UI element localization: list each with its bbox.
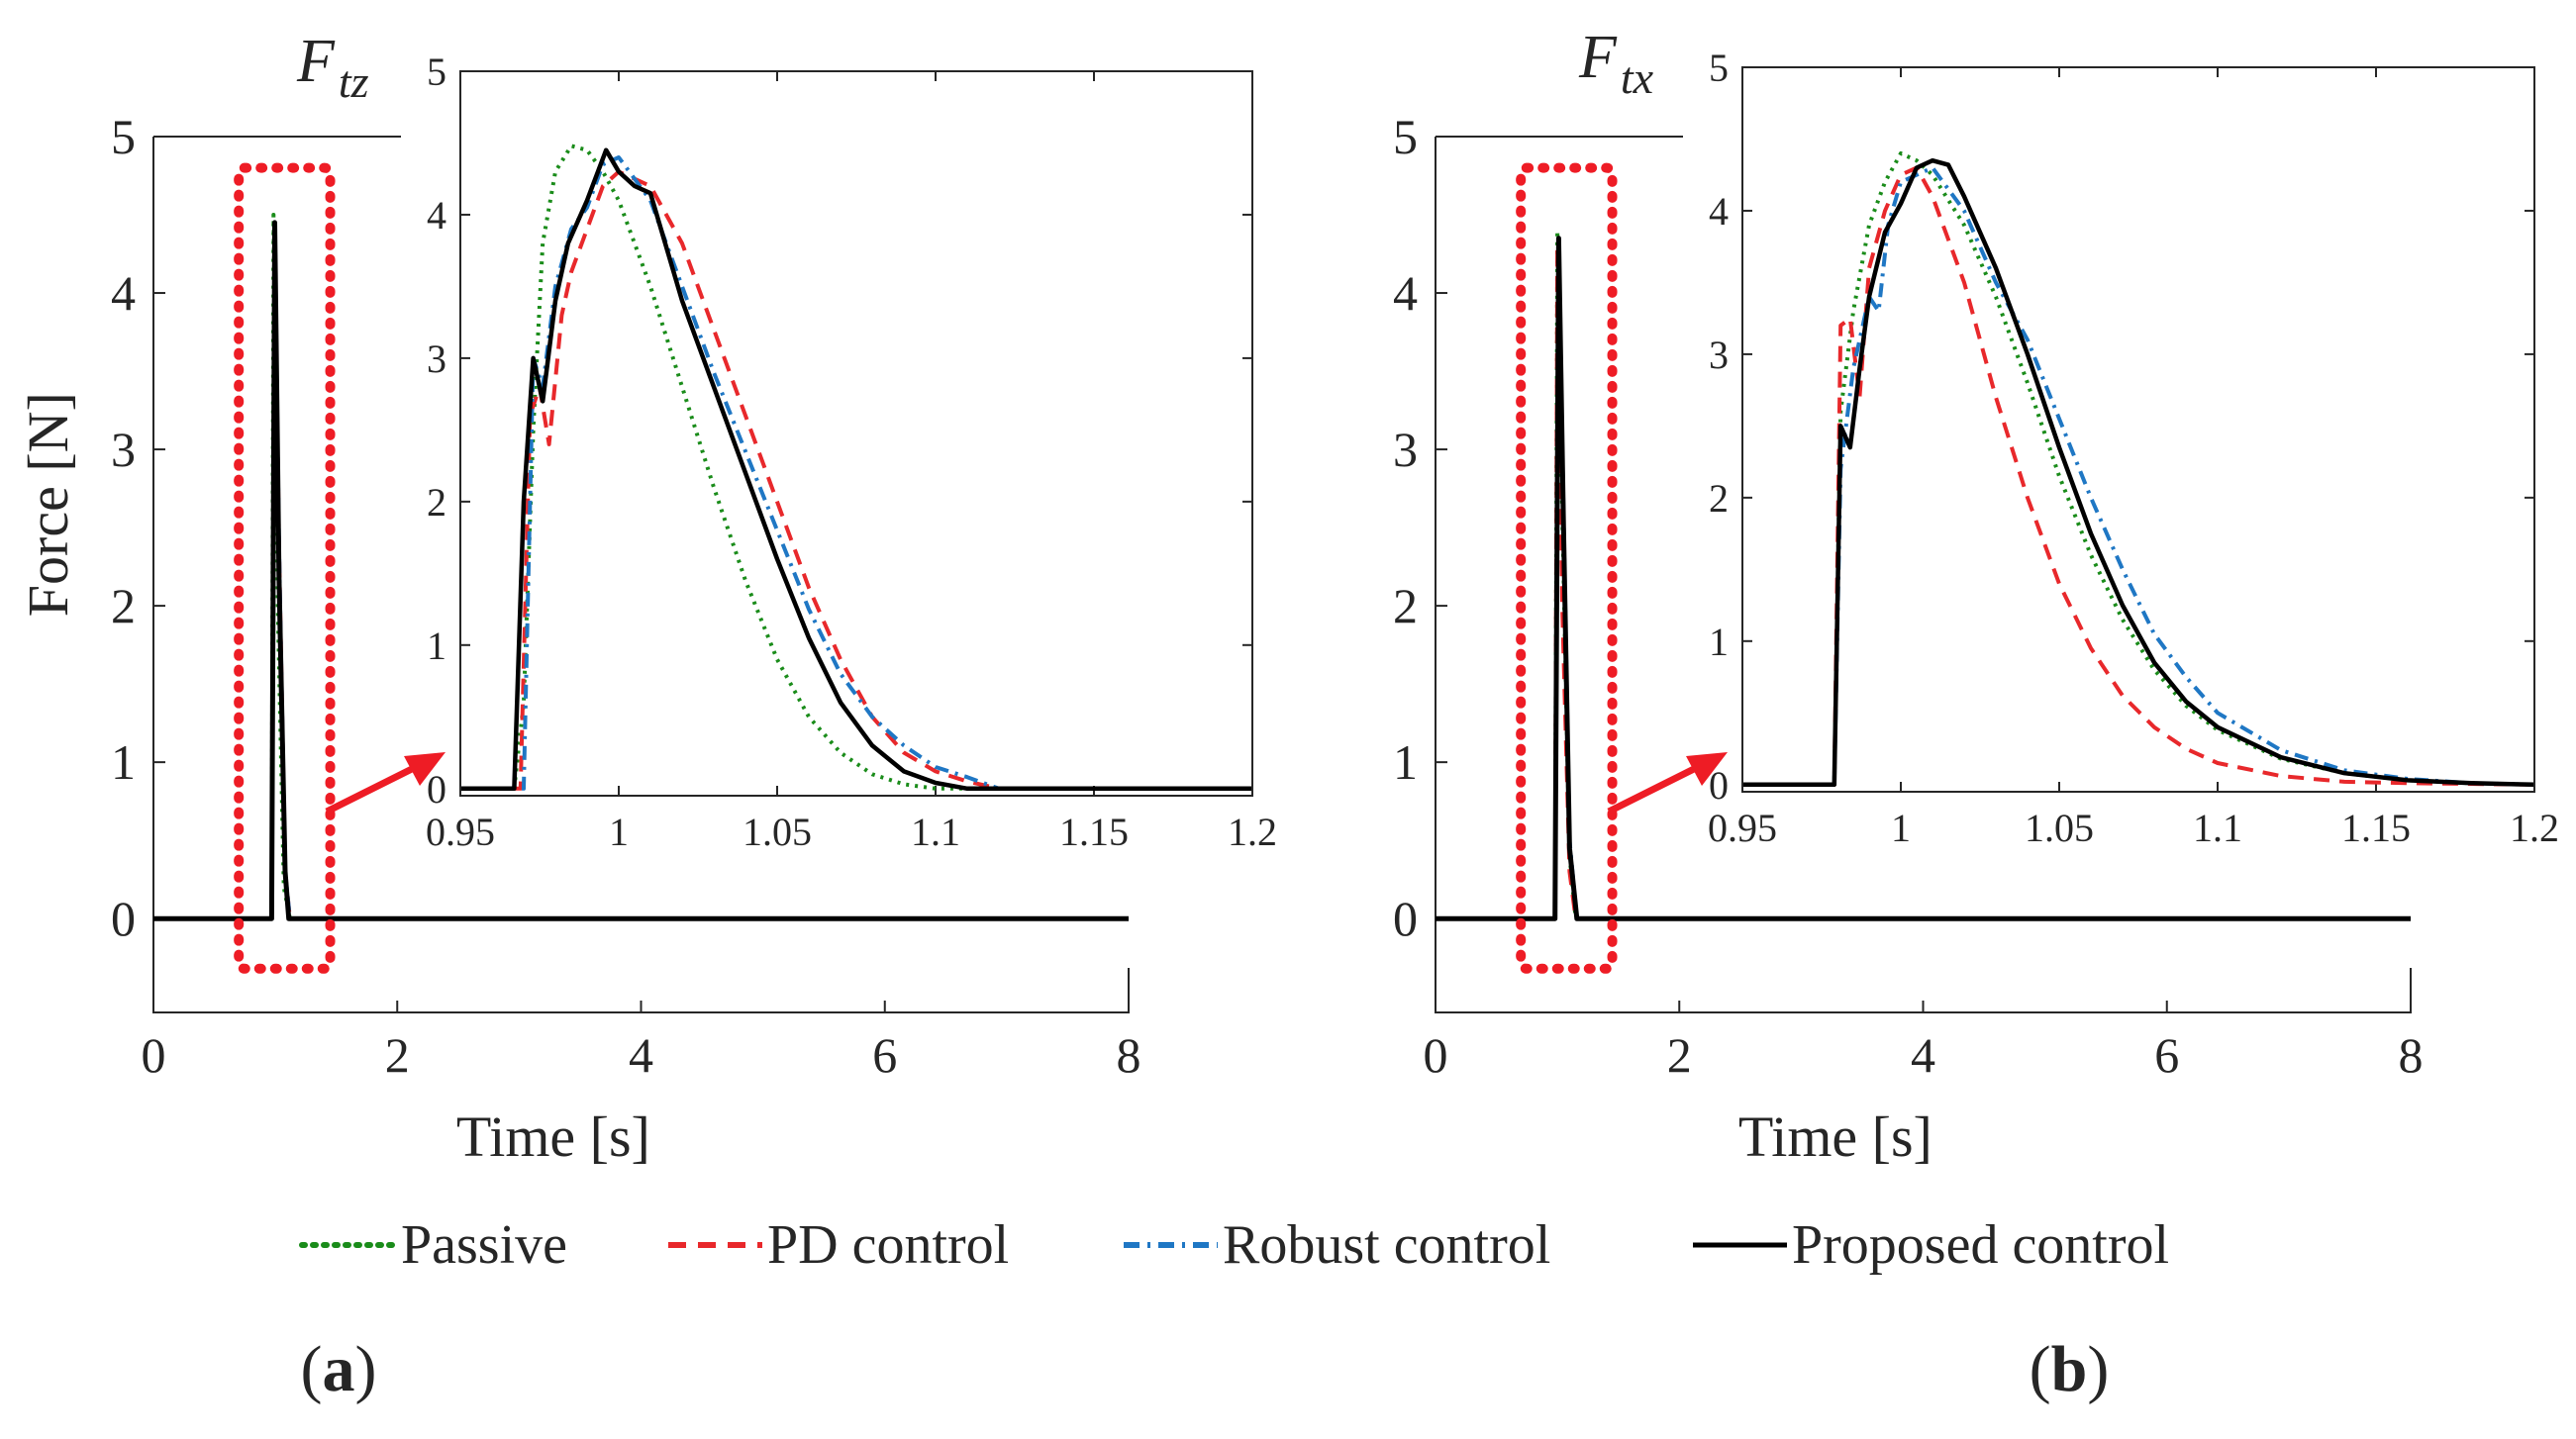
inset-frame-b [1741, 66, 2535, 793]
inset-y-tick-label-a: 2 [427, 480, 446, 525]
inset-frame-a [459, 70, 1253, 797]
panel-title-b: Ftx [1578, 24, 1654, 103]
legend-label-proposed-control: Proposed control [1792, 1214, 2169, 1276]
inset-y-tick-label-a: 4 [427, 193, 446, 238]
x-tick-label-b: 8 [2399, 1027, 2424, 1083]
panel-label-b: (b) [2030, 1333, 2110, 1405]
inset-series-pd-control-a [460, 169, 1252, 791]
inset-x-tick-label-b: 1.15 [2341, 806, 2411, 850]
inset-x-tick-label-a: 0.95 [426, 810, 495, 854]
inset-x-tick-label-b: 1.05 [2025, 806, 2094, 850]
zoom-arrow-head-b [1686, 752, 1728, 786]
inset-y-tick-label-b: 3 [1709, 333, 1729, 377]
y-tick-label-a: 0 [111, 891, 136, 946]
inset-series-passive-b [1742, 151, 2535, 787]
y-tick-label-a: 2 [111, 578, 136, 633]
inset-series-proposed-control-a [460, 147, 1252, 792]
inset-series-robust-control-b [1742, 165, 2535, 787]
panel-labels: (a) (b) [301, 1333, 2110, 1405]
panel-title-a: Ftz [296, 28, 369, 107]
y-tick-label-b: 2 [1393, 578, 1418, 633]
inset-x-tick-label-a: 1 [609, 810, 629, 854]
inset-series-pd-control-b [1742, 165, 2535, 787]
legend-label-pd-control: PD control [767, 1214, 1009, 1276]
x-tick-label-b: 4 [1911, 1027, 1935, 1083]
panel-b: 0 2 4 6 8 0 1 2 3 4 5 Time [s] Ftx 0.95 1 1.05 1.1 1.15 1.… [1393, 24, 2559, 1169]
x-tick-label-a: 0 [142, 1027, 166, 1083]
x-tick-label-a: 4 [629, 1027, 653, 1083]
x-tick-label-a: 6 [872, 1027, 897, 1083]
inset-y-tick-label-b: 4 [1709, 189, 1729, 234]
inset-x-tick-label-b: 1 [1891, 806, 1911, 850]
zoom-arrow-line-b [1607, 757, 1712, 815]
zoom-arrow-line-a [325, 757, 430, 815]
inset-series-proposed-control-b [1742, 157, 2535, 788]
y-tick-label-a: 5 [111, 109, 136, 164]
x-axis-label-a: Time [s] [456, 1104, 650, 1169]
inset-y-tick-label-a: 0 [427, 767, 446, 812]
inset-x-tick-label-b: 1.1 [2193, 806, 2242, 850]
legend-label-robust-control: Robust control [1223, 1214, 1550, 1276]
legend-label-passive: Passive [401, 1214, 567, 1276]
y-tick-label-b: 1 [1393, 734, 1418, 790]
legend: Passive PD control Robust control Proposed … [299, 1214, 2169, 1276]
inset-y-tick-label-b: 5 [1709, 46, 1729, 90]
inset-x-tick-label-a: 1.05 [743, 810, 812, 854]
y-tick-label-b: 3 [1393, 422, 1418, 477]
inset-x-tick-label-a: 1.2 [1228, 810, 1277, 854]
panel-label-a: (a) [301, 1333, 377, 1405]
main-series-proposed-control-b [1436, 236, 2411, 921]
inset-x-tick-label-a: 1.15 [1059, 810, 1129, 854]
main-series-proposed-control-a [153, 220, 1129, 921]
inset-y-tick-label-b: 2 [1709, 476, 1729, 521]
y-tick-label-a: 1 [111, 734, 136, 790]
inset-y-tick-label-b: 1 [1709, 620, 1729, 664]
zoom-arrow-head-a [404, 752, 446, 786]
x-tick-label-b: 2 [1667, 1027, 1692, 1083]
y-tick-label-a: 3 [111, 422, 136, 477]
inset-x-tick-label-a: 1.1 [911, 810, 960, 854]
inset-y-tick-label-a: 5 [427, 49, 446, 94]
x-tick-label-b: 6 [2154, 1027, 2179, 1083]
y-tick-label-a: 4 [111, 265, 136, 321]
inset-x-tick-label-b: 1.2 [2510, 806, 2559, 850]
inset-background-a [460, 71, 1252, 796]
inset-y-tick-label-a: 3 [427, 336, 446, 381]
x-tick-label-a: 2 [385, 1027, 410, 1083]
y-tick-label-b: 4 [1393, 265, 1418, 321]
y-tick-label-b: 5 [1393, 109, 1418, 164]
inset-y-tick-label-a: 1 [427, 624, 446, 668]
x-axis-label-b: Time [s] [1738, 1104, 1932, 1169]
panel-a: 0 2 4 6 8 0 1 2 3 4 5 Time [s] Force [N] Ftz 0.95 1 1.05… [16, 28, 1277, 1169]
inset-background-b [1742, 67, 2534, 792]
inset-y-tick-label-b: 0 [1709, 763, 1729, 808]
inset-x-tick-label-b: 0.95 [1708, 806, 1777, 850]
y-axis-label-a: Force [N] [16, 392, 80, 617]
x-tick-label-a: 8 [1117, 1027, 1141, 1083]
x-tick-label-b: 0 [1424, 1027, 1448, 1083]
y-tick-label-b: 0 [1393, 891, 1418, 946]
